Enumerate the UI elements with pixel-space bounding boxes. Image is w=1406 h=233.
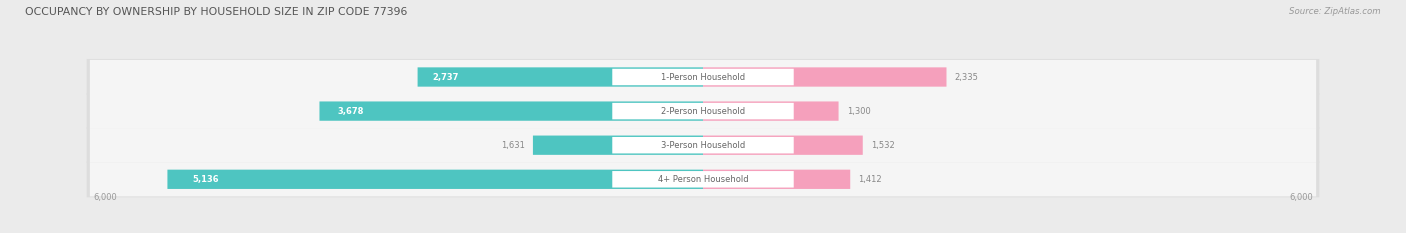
FancyBboxPatch shape (612, 103, 794, 119)
Text: 1,300: 1,300 (846, 107, 870, 116)
FancyBboxPatch shape (703, 136, 863, 155)
FancyBboxPatch shape (90, 128, 1316, 162)
FancyBboxPatch shape (703, 101, 838, 121)
Text: 6,000: 6,000 (93, 192, 117, 202)
FancyBboxPatch shape (703, 170, 851, 189)
Text: 4+ Person Household: 4+ Person Household (658, 175, 748, 184)
FancyBboxPatch shape (90, 162, 1316, 196)
Text: OCCUPANCY BY OWNERSHIP BY HOUSEHOLD SIZE IN ZIP CODE 77396: OCCUPANCY BY OWNERSHIP BY HOUSEHOLD SIZE… (25, 7, 408, 17)
FancyBboxPatch shape (533, 136, 703, 155)
FancyBboxPatch shape (612, 171, 794, 188)
Text: 1-Person Household: 1-Person Household (661, 72, 745, 82)
Text: 1,532: 1,532 (872, 141, 894, 150)
FancyBboxPatch shape (703, 67, 946, 87)
FancyBboxPatch shape (167, 170, 703, 189)
FancyBboxPatch shape (87, 59, 1319, 95)
Text: 2,335: 2,335 (955, 72, 979, 82)
FancyBboxPatch shape (87, 161, 1319, 197)
Text: 1,631: 1,631 (501, 141, 524, 150)
FancyBboxPatch shape (612, 137, 794, 154)
Text: Source: ZipAtlas.com: Source: ZipAtlas.com (1289, 7, 1381, 16)
FancyBboxPatch shape (612, 69, 794, 85)
Text: 3,678: 3,678 (337, 107, 364, 116)
FancyBboxPatch shape (319, 101, 703, 121)
Text: 2-Person Household: 2-Person Household (661, 107, 745, 116)
Text: 1,412: 1,412 (859, 175, 882, 184)
FancyBboxPatch shape (418, 67, 703, 87)
FancyBboxPatch shape (87, 127, 1319, 163)
FancyBboxPatch shape (90, 94, 1316, 128)
Text: 2,737: 2,737 (432, 72, 458, 82)
Text: 6,000: 6,000 (1289, 192, 1313, 202)
FancyBboxPatch shape (87, 93, 1319, 129)
Text: 3-Person Household: 3-Person Household (661, 141, 745, 150)
FancyBboxPatch shape (90, 60, 1316, 94)
Text: 5,136: 5,136 (193, 175, 218, 184)
